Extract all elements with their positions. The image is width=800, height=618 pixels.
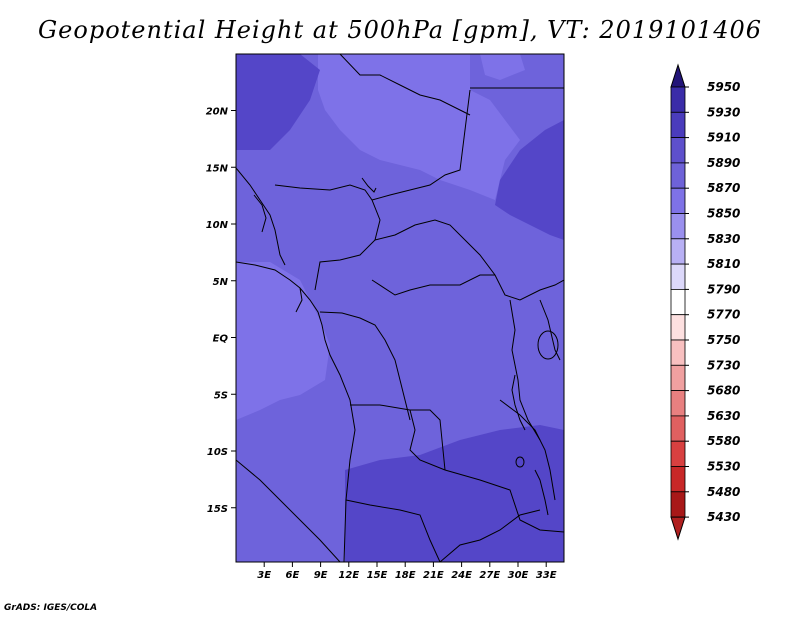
colorbar-label: 5730	[707, 358, 740, 372]
lon-tick-label: 3E	[257, 570, 271, 581]
lakes	[511, 330, 559, 516]
lon-tick-label: 30E	[508, 570, 529, 581]
colorbar-swatch	[670, 390, 686, 417]
map-panel: 20N 15N 10N 5N EQ 5S 10S 15S 3E 6E 9E 12E 15E 18E 21E…	[206, 53, 565, 581]
lon-tick-label: 21E	[423, 570, 444, 581]
lon-tick-label: 6E	[286, 570, 300, 581]
colorbar-label: 5480	[707, 485, 740, 499]
colorbar-swatch	[670, 288, 686, 316]
colorbar-swatch	[670, 415, 686, 442]
colorbar-label: 5430	[707, 510, 740, 524]
colorbar-label: 5630	[707, 409, 740, 423]
lat-tick-label: 10S	[207, 447, 228, 458]
colorbar-label: 5930	[707, 105, 740, 119]
latitude-axis: 20N 15N 10N 5N EQ 5S 10S 15S	[206, 107, 236, 515]
colorbar-label: 5790	[707, 282, 740, 296]
lat-tick-label: 15N	[206, 163, 229, 174]
colorbar-swatch	[670, 364, 686, 391]
colorbar-swatch	[670, 440, 686, 467]
height-field-dark-ne	[495, 120, 564, 240]
grads-credit: GrADS: IGES/COLA	[4, 603, 98, 613]
height-field-light-west	[236, 262, 330, 420]
lat-tick-label: 10N	[206, 220, 229, 231]
colorbar-swatch	[670, 263, 686, 290]
colorbar-swatch	[670, 162, 686, 189]
colorbar-label: 5830	[707, 232, 740, 246]
lon-tick-label: 9E	[314, 570, 328, 581]
colorbar-label: 5580	[707, 434, 740, 448]
colorbar-label: 5910	[707, 131, 740, 145]
lat-tick-label: EQ	[213, 334, 229, 345]
height-field-dark-south	[345, 425, 564, 562]
colorbar-label: 5850	[707, 207, 740, 221]
colorbar-swatch	[670, 187, 686, 214]
colorbar-label: 5770	[707, 308, 740, 322]
colorbar-swatch	[670, 339, 686, 366]
lat-tick-label: 5S	[214, 390, 228, 401]
colorbar-label: 5810	[707, 257, 740, 271]
lon-tick-label: 33E	[536, 570, 557, 581]
colorbar-swatch	[670, 314, 686, 341]
colorbar-label: 5750	[707, 333, 740, 347]
lon-tick-label: 27E	[479, 570, 500, 581]
colorbar-swatch	[670, 466, 686, 493]
colorbar-label: 5680	[707, 384, 740, 398]
colorbar-label: 5870	[707, 181, 740, 195]
lon-tick-label: 12E	[338, 570, 359, 581]
map-frame	[235, 53, 565, 563]
colorbar-label: 5530	[707, 460, 740, 474]
colorbar-top-cap	[670, 63, 686, 88]
chart-title: Geopotential Height at 500hPa [gpm], VT:…	[38, 16, 762, 44]
height-field-light-ne	[480, 54, 525, 80]
colorbar-swatch	[670, 86, 686, 113]
colorbar-swatch	[670, 491, 686, 518]
lat-tick-label: 5N	[213, 277, 229, 288]
lon-tick-label: 15E	[367, 570, 388, 581]
lat-tick-label: 15S	[207, 504, 228, 515]
colorbar-swatch	[670, 137, 686, 164]
colorbar-swatch	[670, 238, 686, 265]
colorbar-label: 5890	[707, 156, 740, 170]
lon-tick-label: 18E	[395, 570, 416, 581]
colorbar-bottom-cap	[670, 516, 686, 541]
height-field-dark-nw	[236, 54, 320, 150]
colorbar-swatch	[670, 111, 686, 139]
lat-tick-label: 20N	[206, 107, 229, 118]
lon-tick-label: 24E	[451, 570, 472, 581]
colorbar: 5950 5930 5910 5890 5870 5850 5830 5810 5790 5770…	[670, 63, 740, 541]
colorbar-label: 5950	[707, 80, 740, 94]
political-borders	[236, 54, 564, 562]
longitude-axis: 3E 6E 9E 12E 15E 18E 21E 24E 27E 30E 33E	[257, 562, 557, 581]
colorbar-swatch	[670, 213, 686, 240]
